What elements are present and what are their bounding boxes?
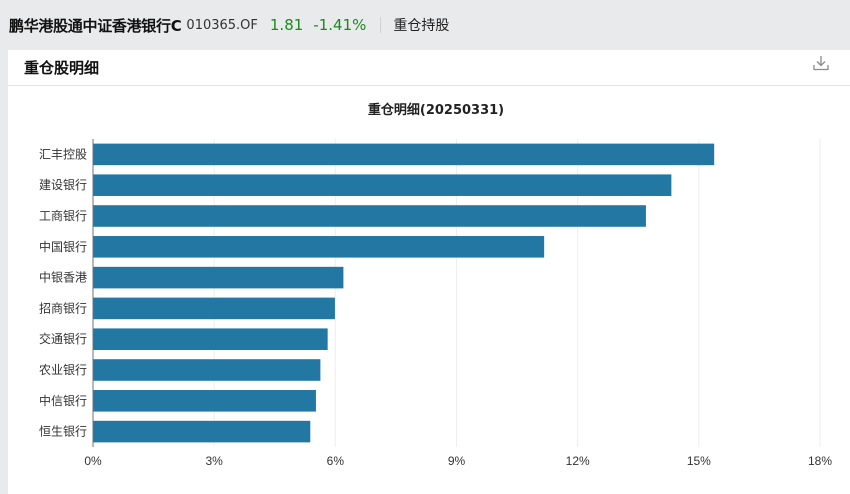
x-tick-label: 18% xyxy=(808,454,832,468)
bar[interactable] xyxy=(93,143,715,166)
chart-title: 重仓明细(20250331) xyxy=(368,102,504,118)
fund-name: 鹏华港股通中证香港银行C xyxy=(9,16,182,35)
bar[interactable] xyxy=(93,420,311,443)
category-label: 交通银行 xyxy=(39,331,87,346)
bar[interactable] xyxy=(93,297,335,320)
fund-price: 1.81 xyxy=(269,16,304,34)
category-label: 汇丰控股 xyxy=(39,147,87,161)
category-label: 招商银行 xyxy=(39,300,87,315)
bar[interactable] xyxy=(93,266,344,289)
category-label: 工商银行 xyxy=(39,208,87,223)
x-tick-label: 15% xyxy=(687,454,711,468)
bar[interactable] xyxy=(93,236,545,258)
category-label: 中银香港 xyxy=(39,270,87,285)
bar[interactable] xyxy=(93,205,646,227)
x-tick-labels: 0% 3% 6% 9% 12% 15% 18% xyxy=(84,454,832,468)
fund-header: 鹏华港股通中证香港银行C 010365.OF 1.81 -1.41% 重仓持股 xyxy=(0,0,850,50)
x-tick-label: 12% xyxy=(566,454,590,468)
download-icon[interactable] xyxy=(812,54,830,72)
category-label: 恒生银行 xyxy=(39,425,87,439)
category-label: 中国银行 xyxy=(39,239,87,254)
fund-change: -1.41% xyxy=(313,16,367,34)
fund-code: 010365.OF xyxy=(186,17,258,33)
header-divider xyxy=(380,17,382,33)
category-label: 农业银行 xyxy=(39,363,87,377)
tab-holdings[interactable]: 重仓持股 xyxy=(393,18,450,34)
bar[interactable] xyxy=(93,390,316,412)
x-tick-label: 0% xyxy=(84,454,102,468)
panel-header: 重仓股明细 xyxy=(8,50,850,86)
x-tick-label: 9% xyxy=(448,454,466,468)
bar[interactable] xyxy=(93,359,321,381)
x-tick-label: 3% xyxy=(205,454,223,468)
category-label: 中信银行 xyxy=(39,393,87,408)
bar[interactable] xyxy=(93,328,328,350)
bars xyxy=(93,143,715,443)
bar[interactable] xyxy=(93,174,672,196)
x-tick-label: 6% xyxy=(327,454,345,468)
panel-title: 重仓股明细 xyxy=(24,59,100,77)
category-label: 建设银行 xyxy=(39,178,87,192)
